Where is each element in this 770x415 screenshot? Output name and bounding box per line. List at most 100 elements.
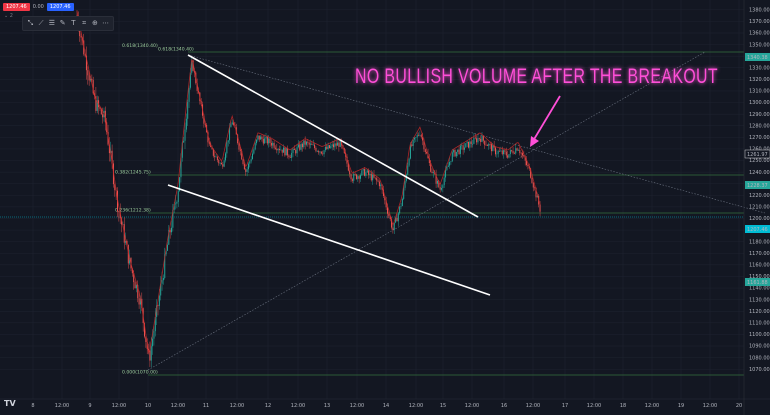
price-tick-label: 1150.00 <box>749 274 770 280</box>
price-tick-label: 1380.00 <box>749 7 770 13</box>
price-tick-label: 1330.00 <box>749 65 770 71</box>
price-tick-label: 1200.00 <box>749 216 770 222</box>
quote-pills: 1207.46 0.00 1207.46 <box>3 3 74 11</box>
price-label-text: 1340.38 <box>747 55 768 61</box>
fib-level-label: 0.382(1245.75) <box>115 170 151 176</box>
price-tick-label: 1090.00 <box>749 344 770 350</box>
price-tick-label: 1280.00 <box>749 123 770 129</box>
price-tick-label: 1170.00 <box>749 251 770 257</box>
price-label-box <box>745 53 770 61</box>
cursor-icon[interactable]: ⤡ <box>27 19 34 27</box>
time-tick-label: 19 <box>678 403 684 409</box>
time-tick-label: 17 <box>562 403 568 409</box>
time-tick-label: 9 <box>88 403 91 409</box>
candlestick-series <box>76 10 541 368</box>
fib-top-left-label: 0.618(1340.40) <box>122 43 158 49</box>
price-tick-label: 1160.00 <box>749 263 770 269</box>
price-axis[interactable]: 1380.001370.001360.001350.001340.001330.… <box>743 0 770 415</box>
annotation-text[interactable]: NO BULLISH VOLUME AFTER THE BREAKOUT <box>355 65 718 88</box>
dotted-trendlines <box>147 51 766 371</box>
drawing-toolbar: ⤡ ⟋ ☰ ✎ T ⌗ ⊕ ⋯ <box>22 16 114 31</box>
sell-price-button[interactable]: 1207.46 <box>3 3 30 11</box>
time-tick-label: 12:00 <box>703 403 717 409</box>
price-tick-label: 1250.00 <box>749 158 770 164</box>
time-axis[interactable]: 8 12:00 9 12:00 10 12:00 11 12:00 12 12:00 13 12:00… <box>0 398 770 409</box>
price-label-text: 1207.46 <box>747 227 768 233</box>
time-tick-label: 12:00 <box>526 403 540 409</box>
price-tick-label: 1300.00 <box>749 100 770 106</box>
magnet-icon[interactable]: ⋯ <box>102 19 110 27</box>
time-tick-label: 8 <box>31 403 34 409</box>
fib-level-label: 0.618(1340.40) <box>158 47 194 53</box>
fib-icon[interactable]: ☰ <box>48 19 56 27</box>
price-tick-label: 1370.00 <box>749 19 770 25</box>
brush-icon[interactable]: ✎ <box>59 19 66 27</box>
trendline-icon[interactable]: ⟋ <box>38 19 44 27</box>
price-tick-label: 1080.00 <box>749 355 770 361</box>
spread-value: 0.00 <box>32 4 44 10</box>
time-tick-label: 12:00 <box>409 403 423 409</box>
moving-average-line <box>76 10 541 354</box>
chart-grid <box>0 0 744 399</box>
price-tick-label: 1130.00 <box>749 297 770 303</box>
time-tick-label: 20 <box>736 403 742 409</box>
wedge-lower-line <box>167 184 491 296</box>
price-label-box <box>745 278 770 286</box>
price-tick-label: 1140.00 <box>749 286 770 292</box>
zoom-icon[interactable]: ⊕ <box>91 19 98 27</box>
price-label-text: 1161.88 <box>747 280 768 286</box>
indicator-count[interactable]: ⌄ 2 <box>4 13 13 19</box>
price-label-box <box>745 181 770 189</box>
price-tick-label: 1210.00 <box>749 205 770 211</box>
time-tick-label: 14 <box>383 403 389 409</box>
time-tick-label: 12:00 <box>350 403 364 409</box>
time-tick-label: 12:00 <box>645 403 659 409</box>
price-tick-label: 1350.00 <box>749 42 770 48</box>
falling-wedge[interactable] <box>167 54 491 296</box>
time-tick-label: 16 <box>501 403 507 409</box>
time-tick-label: 10 <box>145 403 151 409</box>
time-tick-label: 12:00 <box>465 403 479 409</box>
price-label-text: 1261.97 <box>747 152 768 158</box>
price-tick-label: 1070.00 <box>749 367 770 373</box>
time-tick-label: 15 <box>440 403 446 409</box>
price-tick-label: 1270.00 <box>749 135 770 141</box>
time-tick-label: 12:00 <box>171 403 185 409</box>
time-tick-label: 11 <box>203 403 209 409</box>
price-tick-label: 1100.00 <box>749 332 770 338</box>
price-tick-label: 1120.00 <box>749 309 770 315</box>
time-tick-label: 12:00 <box>230 403 244 409</box>
price-label-box <box>744 149 770 159</box>
price-tick-label: 1110.00 <box>749 321 770 327</box>
price-tick-label: 1220.00 <box>749 193 770 199</box>
price-label-box <box>745 225 770 233</box>
time-tick-label: 12:00 <box>587 403 601 409</box>
price-tick-label: 1310.00 <box>749 89 770 95</box>
time-tick-label: 12:00 <box>112 403 126 409</box>
fib-level-label: 0.236(1212.38) <box>115 208 151 214</box>
ruler-icon[interactable]: ⌗ <box>82 19 87 27</box>
chevron-down-icon: ⌄ <box>4 13 9 19</box>
time-tick-label: 18 <box>620 403 626 409</box>
price-tick-label: 1240.00 <box>749 170 770 176</box>
indicator-count-value: 2 <box>9 13 13 19</box>
fibonacci-retracement[interactable]: 0.618(1340.40) 0.382(1245.75) 0.236(1212.3… <box>0 43 744 376</box>
fib-level-label: 0.000(1070.00) <box>122 370 158 376</box>
price-tick-label: 1320.00 <box>749 77 770 83</box>
price-label-text: 1228.37 <box>747 183 768 189</box>
price-tick-label: 1260.00 <box>749 147 770 153</box>
time-tick-label: 12:00 <box>55 403 69 409</box>
annotation-arrow[interactable] <box>530 95 561 147</box>
time-tick-label: 12 <box>265 403 271 409</box>
wedge-upper-line <box>187 54 479 218</box>
price-tick-label: 1180.00 <box>749 239 770 245</box>
time-tick-label: 12:00 <box>291 403 305 409</box>
price-tick-label: 1290.00 <box>749 112 770 118</box>
buy-price-button[interactable]: 1207.46 <box>46 3 74 11</box>
price-tick-label: 1360.00 <box>749 31 770 37</box>
text-icon[interactable]: T <box>71 19 76 27</box>
time-tick-label: 13 <box>324 403 330 409</box>
tradingview-logo: TV <box>4 399 16 408</box>
